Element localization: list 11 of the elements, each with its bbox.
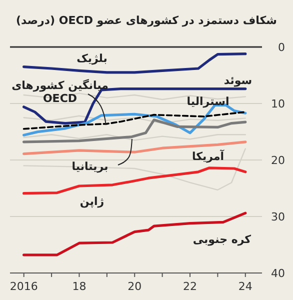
ytick-label: 40 <box>271 267 285 280</box>
title: شکاف دستمزد در کشورهای عضو OECD (درصد) <box>16 14 277 27</box>
ytick-label: 0 <box>278 41 285 54</box>
xtick-label: 20 <box>128 280 142 293</box>
ytick-label: 20 <box>271 154 285 167</box>
xtick-label: 18 <box>72 280 86 293</box>
ytick-label: 30 <box>271 210 285 224</box>
xtick-label: 24 <box>238 280 252 293</box>
xtick-label: 2016 <box>10 280 38 293</box>
ytick-label: 10 <box>271 98 285 110</box>
xtick-label: 22 <box>183 280 197 293</box>
